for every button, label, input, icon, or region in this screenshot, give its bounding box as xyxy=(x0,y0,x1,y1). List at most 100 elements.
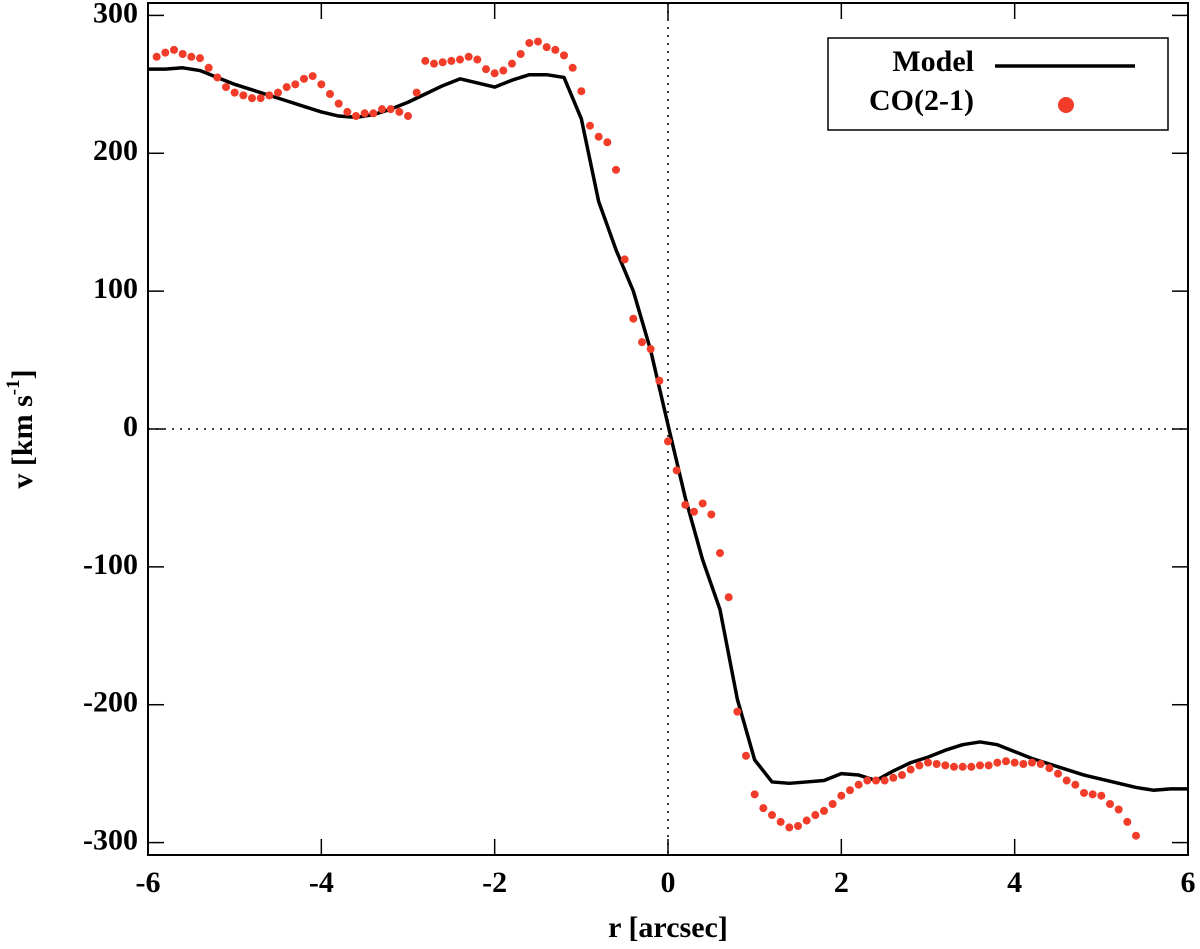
model-line xyxy=(148,66,1188,792)
data-point xyxy=(213,73,222,82)
data-point xyxy=(404,112,412,121)
data-point xyxy=(638,338,646,347)
data-point xyxy=(1062,776,1071,785)
data-point xyxy=(1019,760,1028,769)
data-point xyxy=(811,811,820,820)
data-point xyxy=(222,83,230,92)
data-point xyxy=(1054,769,1062,778)
data-point xyxy=(1088,790,1097,799)
data-point xyxy=(958,762,967,771)
data-point xyxy=(889,773,898,782)
data-point xyxy=(993,758,1002,767)
y-tick-label: -200 xyxy=(83,686,138,719)
data-point xyxy=(300,74,308,83)
data-point xyxy=(872,776,880,785)
data-point xyxy=(534,37,542,46)
data-point xyxy=(629,314,638,323)
data-point xyxy=(768,811,776,820)
x-tick-label: -6 xyxy=(136,866,161,899)
data-point xyxy=(828,799,837,808)
data-point xyxy=(924,758,932,767)
x-tick-label: 4 xyxy=(1007,866,1022,899)
data-point xyxy=(681,500,690,509)
data-point xyxy=(447,56,456,65)
data-point xyxy=(716,549,724,558)
data-point xyxy=(239,91,248,100)
data-point xyxy=(308,72,317,81)
data-point xyxy=(395,107,404,116)
plot-frame xyxy=(147,2,1189,856)
data-point xyxy=(1071,780,1080,789)
data-point xyxy=(178,50,187,59)
data-point xyxy=(820,806,828,815)
data-point xyxy=(248,94,256,103)
data-point xyxy=(1132,831,1140,840)
data-point xyxy=(421,56,430,65)
data-point xyxy=(655,376,664,385)
data-point xyxy=(1114,805,1123,814)
x-tick-label: -2 xyxy=(482,866,507,899)
data-point xyxy=(932,760,941,769)
data-point xyxy=(898,771,906,780)
data-point xyxy=(516,50,525,59)
x-tick-label: -4 xyxy=(309,866,334,899)
data-point xyxy=(854,780,863,789)
data-point xyxy=(646,345,655,354)
data-point xyxy=(941,761,950,770)
data-point xyxy=(915,761,924,770)
data-point xyxy=(369,109,378,118)
data-point xyxy=(525,38,534,47)
data-point xyxy=(846,786,854,795)
x-axis-label: r [arcsec] xyxy=(608,911,728,944)
data-point xyxy=(568,63,577,72)
data-point xyxy=(326,89,334,98)
data-point xyxy=(204,63,213,72)
data-point xyxy=(352,112,360,121)
data-point xyxy=(759,804,768,813)
x-tick-label: 6 xyxy=(1181,866,1196,899)
data-point xyxy=(161,48,170,57)
data-point xyxy=(499,66,508,75)
data-point xyxy=(256,94,265,103)
data-point xyxy=(837,791,846,800)
data-point xyxy=(750,790,759,799)
data-point xyxy=(265,91,274,100)
data-point xyxy=(430,59,438,68)
data-point xyxy=(343,107,352,116)
data-point xyxy=(976,761,984,770)
y-axis-label-sup: -1 xyxy=(3,379,24,395)
x-tick-label: 2 xyxy=(834,866,849,899)
data-point xyxy=(386,105,395,114)
y-axis-label: v [km s-1] xyxy=(3,369,39,488)
data-point xyxy=(508,59,516,68)
data-point xyxy=(724,593,733,602)
data-point xyxy=(1036,760,1045,769)
legend-box xyxy=(827,37,1169,131)
x-tick-label: 0 xyxy=(661,866,676,899)
legend-label: CO(2-1) xyxy=(869,84,974,117)
y-tick-label: 300 xyxy=(93,0,138,29)
y-axis-label-end: ] xyxy=(6,369,39,379)
data-point xyxy=(794,822,802,831)
data-point xyxy=(317,80,326,89)
y-tick-label: -100 xyxy=(83,548,138,581)
data-point xyxy=(733,707,742,716)
data-point xyxy=(490,69,499,78)
data-point xyxy=(664,437,672,446)
data-point xyxy=(612,165,620,174)
data-point xyxy=(690,507,698,516)
data-point xyxy=(1106,799,1114,808)
data-point xyxy=(785,823,794,832)
data-point xyxy=(542,43,551,52)
data-point xyxy=(152,52,161,61)
data-point xyxy=(603,138,612,147)
data-point xyxy=(170,45,178,54)
data-point xyxy=(230,88,239,97)
data-point xyxy=(291,80,300,89)
data-point xyxy=(1045,764,1054,773)
data-point xyxy=(586,121,594,130)
data-point xyxy=(698,499,707,508)
y-tick-label: 100 xyxy=(93,272,138,305)
data-point xyxy=(196,54,204,63)
data-point xyxy=(334,99,343,108)
